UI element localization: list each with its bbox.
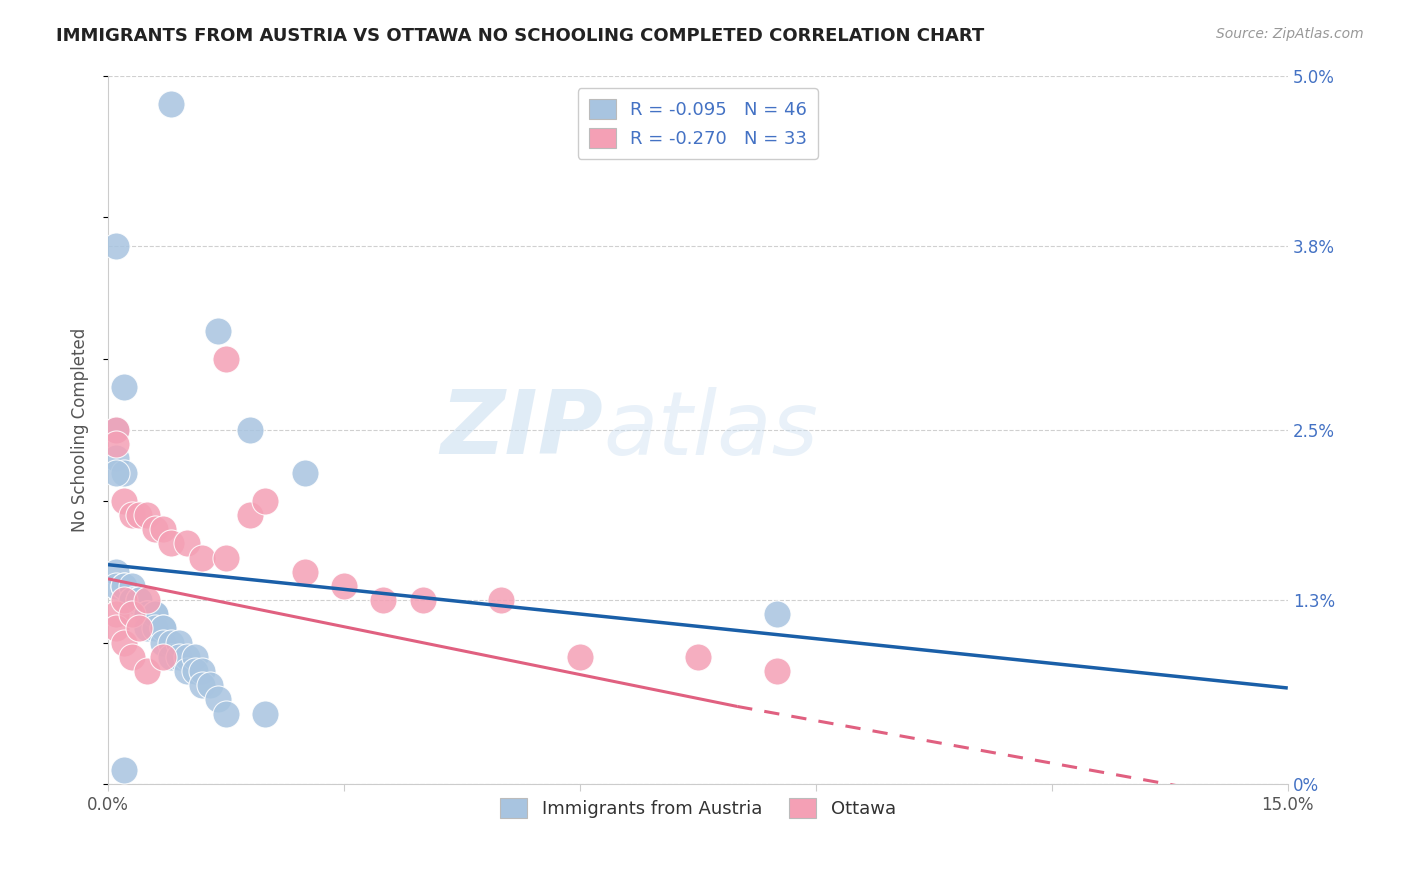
Point [112, 593, 135, 607]
Point [136, 607, 159, 622]
Point [373, 593, 395, 607]
Point [104, 423, 127, 437]
Point [143, 607, 166, 622]
Point [136, 664, 159, 678]
Point [112, 380, 135, 394]
Point [215, 352, 238, 367]
Point [112, 579, 135, 593]
Point [491, 593, 513, 607]
Point [121, 593, 143, 607]
Point [136, 508, 159, 522]
Point [238, 423, 260, 437]
Point [104, 607, 127, 622]
Point [254, 494, 277, 508]
Point [176, 649, 198, 664]
Point [160, 536, 183, 550]
Text: IMMIGRANTS FROM AUSTRIA VS OTTAWA NO SCHOOLING COMPLETED CORRELATION CHART: IMMIGRANTS FROM AUSTRIA VS OTTAWA NO SCH… [56, 27, 984, 45]
Point [333, 579, 356, 593]
Legend: Immigrants from Austria, Ottawa: Immigrants from Austria, Ottawa [494, 790, 903, 825]
Y-axis label: No Schooling Completed: No Schooling Completed [72, 328, 89, 533]
Point [152, 649, 174, 664]
Point [104, 622, 127, 636]
Point [112, 494, 135, 508]
Point [143, 522, 166, 536]
Point [152, 622, 174, 636]
Point [412, 593, 434, 607]
Point [294, 565, 316, 579]
Point [121, 579, 143, 593]
Point [176, 536, 198, 550]
Point [121, 508, 143, 522]
Point [238, 508, 260, 522]
Point [136, 607, 159, 622]
Point [254, 706, 277, 721]
Point [191, 678, 214, 692]
Point [765, 607, 787, 622]
Point [167, 649, 190, 664]
Point [207, 692, 229, 706]
Point [121, 593, 143, 607]
Point [112, 635, 135, 649]
Point [152, 522, 174, 536]
Point [104, 565, 127, 579]
Point [104, 238, 127, 252]
Point [128, 622, 150, 636]
Point [128, 593, 150, 607]
Point [152, 635, 174, 649]
Point [143, 622, 166, 636]
Point [215, 550, 238, 565]
Point [191, 550, 214, 565]
Point [176, 664, 198, 678]
Point [104, 451, 127, 466]
Point [765, 664, 787, 678]
Point [128, 593, 150, 607]
Point [215, 706, 238, 721]
Point [121, 649, 143, 664]
Point [160, 635, 183, 649]
Point [183, 664, 205, 678]
Point [136, 622, 159, 636]
Point [160, 649, 183, 664]
Point [104, 466, 127, 480]
Point [104, 423, 127, 437]
Point [112, 764, 135, 778]
Point [104, 579, 127, 593]
Point [112, 466, 135, 480]
Point [207, 324, 229, 338]
Point [167, 635, 190, 649]
Point [128, 508, 150, 522]
Point [568, 649, 591, 664]
Point [136, 593, 159, 607]
Point [152, 622, 174, 636]
Point [128, 593, 150, 607]
Point [191, 664, 214, 678]
Point [183, 649, 205, 664]
Point [104, 437, 127, 451]
Point [121, 607, 143, 622]
Point [160, 96, 183, 111]
Point [200, 678, 222, 692]
Text: atlas: atlas [603, 387, 818, 473]
Point [686, 649, 709, 664]
Point [143, 607, 166, 622]
Point [112, 579, 135, 593]
Point [294, 466, 316, 480]
Text: ZIP: ZIP [440, 386, 603, 474]
Point [136, 607, 159, 622]
Text: Source: ZipAtlas.com: Source: ZipAtlas.com [1216, 27, 1364, 41]
